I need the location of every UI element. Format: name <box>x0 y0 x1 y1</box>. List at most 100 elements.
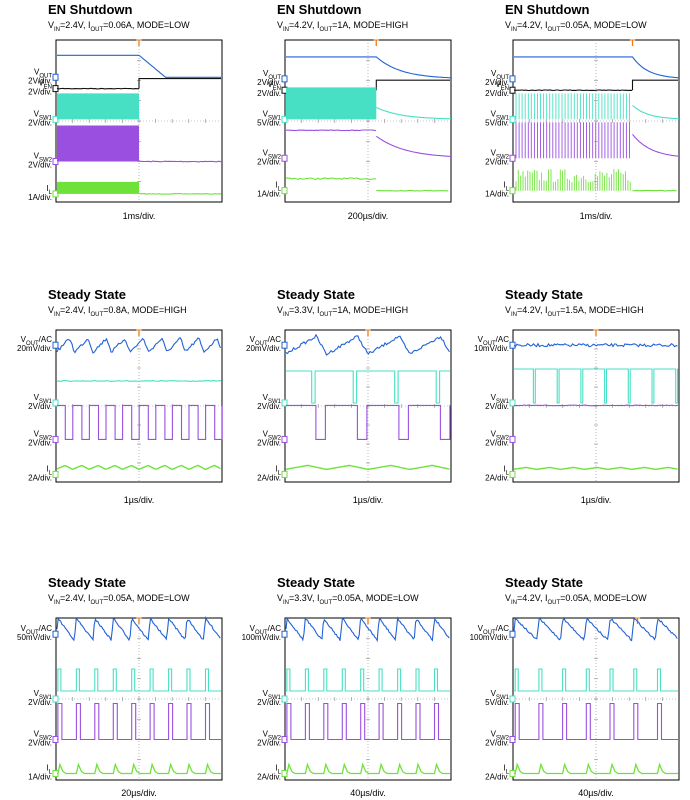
trigger-marker: T <box>374 38 380 48</box>
channel-name: VSW2 <box>491 429 510 441</box>
channel-marker <box>52 695 59 703</box>
trace-vsw1 <box>286 668 450 692</box>
channel-name: VSW1 <box>491 689 510 701</box>
panel-conditions: VIN=4.2V, IOUT=0.05A, MODE=LOW <box>505 20 647 33</box>
panel-title: Steady State <box>48 287 126 302</box>
channel-name: VOUT <box>34 67 52 79</box>
channel-scale: 2V/div. <box>28 76 52 85</box>
panel-conditions: VIN=3.3V, IOUT=0.05A, MODE=LOW <box>277 593 419 606</box>
channel-scale: 2V/div. <box>485 157 509 166</box>
panel-conditions: VIN=3.3V, IOUT=1A, MODE=HIGH <box>277 305 408 318</box>
channel-scale: 1A/div. <box>485 190 509 199</box>
channel-marker <box>281 630 288 638</box>
channel-marker <box>281 435 288 443</box>
scope-panel: EN Shutdown VIN=4.2V, IOUT=1A, MODE=HIGH T… <box>257 2 452 221</box>
time-per-div: 1ms/div. <box>580 211 613 221</box>
panel-conditions: VIN=2.4V, IOUT=0.8A, MODE=HIGH <box>48 305 187 318</box>
trace-ven <box>56 87 140 90</box>
panel-title: EN Shutdown <box>48 2 133 17</box>
channel-name: IL <box>275 464 281 476</box>
channel-name: VEN <box>267 80 281 92</box>
trigger-marker: T <box>365 328 371 338</box>
panel-title: Steady State <box>48 575 126 590</box>
trace-vsw1-decay <box>632 104 680 120</box>
channel-name: VSW1 <box>263 689 282 701</box>
channel-name: VSW2 <box>263 429 282 441</box>
trace-vsw2 <box>286 404 451 440</box>
channel-scale: 2V/div. <box>485 402 509 411</box>
channel-name: VSW1 <box>34 393 53 405</box>
time-per-div: 200µs/div. <box>348 211 389 221</box>
trace-vsw2-decay <box>632 133 680 157</box>
channel-scale: 1A/div. <box>28 193 52 202</box>
panel-title: Steady State <box>505 287 583 302</box>
channel-marker <box>52 73 59 81</box>
time-per-div: 1µs/div. <box>581 495 612 505</box>
channel-scale: 2V/div. <box>28 402 52 411</box>
channel-scale: 2V/div. <box>485 78 509 87</box>
channel-name: VOUT <box>491 69 509 81</box>
channel-name: VOUT/AC <box>21 335 53 347</box>
channel-name: IL <box>275 181 281 193</box>
trace-il <box>514 762 678 775</box>
channel-name: VEN <box>495 80 509 92</box>
channel-marker <box>509 435 516 443</box>
channel-name: VSW2 <box>263 148 282 160</box>
panel-title: Steady State <box>505 575 583 590</box>
trace-ven-step <box>375 79 450 91</box>
channel-scale: 2V/div. <box>485 438 509 447</box>
channel-scale: 100mV/div. <box>470 633 509 642</box>
channel-name: VSW2 <box>34 429 53 441</box>
channel-marker <box>509 630 516 638</box>
channel-marker <box>509 187 516 195</box>
channel-name: VOUT/AC <box>478 335 510 347</box>
panel-conditions: VIN=4.2V, IOUT=1.5A, MODE=HIGH <box>505 305 644 318</box>
channel-scale: 2A/div. <box>257 773 281 782</box>
trace-ven <box>513 89 633 92</box>
channel-name: VSW1 <box>491 393 510 405</box>
channel-scale: 2A/div. <box>485 773 509 782</box>
channel-name: IL <box>46 764 52 776</box>
channel-name: IL <box>503 764 509 776</box>
trace-vout-ripple <box>56 336 222 354</box>
channel-name: VSW2 <box>263 730 282 742</box>
channel-marker <box>281 399 288 407</box>
channel-marker <box>509 399 516 407</box>
time-per-div: 40µs/div. <box>350 788 386 798</box>
channel-scale: 2V/div. <box>28 438 52 447</box>
channel-marker <box>509 341 516 349</box>
channel-scale: 20mV/div. <box>246 344 281 353</box>
channel-name: IL <box>275 764 281 776</box>
trace-ven-step <box>138 78 221 89</box>
trace-ven-step <box>631 79 678 91</box>
trigger-marker: T <box>136 38 142 48</box>
channel-name: VOUT/AC <box>478 624 510 636</box>
scope-panel: Steady State VIN=3.3V, IOUT=0.05A, MODE=L… <box>242 575 452 798</box>
channel-scale: 2V/div. <box>28 88 52 97</box>
trace-vsw2 <box>513 404 679 407</box>
panel-conditions: VIN=4.2V, IOUT=1A, MODE=HIGH <box>277 20 408 33</box>
channel-marker <box>52 435 59 443</box>
channel-scale: 2V/div. <box>257 438 281 447</box>
panel-title: Steady State <box>277 575 355 590</box>
scope-panel: Steady State VIN=3.3V, IOUT=1A, MODE=HIGH… <box>246 287 452 505</box>
trace-il <box>513 466 678 471</box>
channel-name: VSW1 <box>491 109 510 121</box>
channel-scale: 2A/div. <box>257 473 281 482</box>
trigger-marker: T <box>630 38 636 48</box>
trace-il <box>285 464 450 471</box>
